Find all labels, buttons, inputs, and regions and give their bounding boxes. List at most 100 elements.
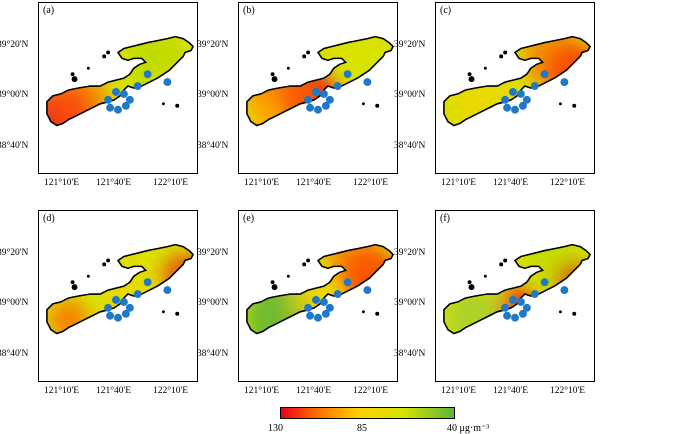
monitoring-station — [319, 297, 328, 306]
island — [161, 310, 165, 314]
monitoring-station — [121, 101, 130, 110]
map-svg — [443, 35, 592, 127]
longitude-tick-label: 121°10'E — [44, 178, 80, 188]
monitoring-station — [363, 78, 372, 87]
monitoring-station — [163, 286, 172, 295]
latitude-tick-label: 39°20'N — [0, 248, 29, 258]
island — [468, 76, 475, 83]
latitude-tick-label: 38°40'N — [394, 349, 426, 359]
longitude-tick-label: 121°10'E — [441, 178, 477, 188]
coastline — [246, 35, 395, 127]
island — [361, 310, 365, 314]
monitoring-station — [106, 311, 115, 320]
monitoring-station — [112, 296, 120, 304]
monitoring-station — [143, 278, 152, 287]
monitoring-station — [530, 82, 539, 90]
longitude-tick-label: 121°40'E — [96, 178, 132, 188]
island — [86, 66, 90, 70]
island — [499, 262, 504, 267]
island — [503, 258, 508, 263]
panel-label: (a) — [43, 5, 55, 16]
longitude-tick-label: 121°40'E — [493, 386, 529, 396]
monitoring-station — [163, 78, 172, 87]
concentration-field — [443, 244, 591, 334]
monitoring-station — [516, 297, 525, 306]
island — [70, 280, 75, 285]
island — [483, 66, 487, 70]
concentration-field — [246, 244, 394, 334]
island — [306, 50, 311, 55]
monitoring-station — [106, 103, 115, 112]
island — [271, 76, 278, 83]
island — [102, 54, 107, 59]
island — [375, 311, 380, 316]
monitoring-station — [312, 88, 320, 96]
island — [106, 258, 111, 263]
monitoring-station — [112, 88, 120, 96]
island — [70, 72, 75, 77]
map-svg — [246, 243, 395, 335]
latitude-tick-label: 39°20'N — [197, 40, 229, 50]
island — [558, 310, 562, 314]
longitude-tick-label: 122°10'E — [353, 178, 389, 188]
monitoring-station — [119, 297, 128, 306]
monitoring-station — [509, 296, 517, 304]
panel-label: (b) — [243, 5, 255, 16]
map-panel: (c) — [435, 2, 595, 174]
monitoring-station — [333, 290, 342, 298]
coastline — [46, 243, 195, 335]
longitude-tick-label: 121°10'E — [44, 386, 80, 396]
coastline — [443, 243, 592, 335]
island — [499, 54, 504, 59]
map-panel: (a) — [38, 2, 198, 174]
latitude-tick-label: 39°00'N — [394, 298, 426, 308]
concentration-hotspot — [48, 72, 109, 126]
longitude-tick-label: 121°10'E — [441, 386, 477, 396]
island — [102, 262, 107, 267]
monitoring-station — [114, 105, 122, 114]
island — [361, 102, 365, 106]
longitude-tick-label: 121°10'E — [244, 386, 280, 396]
coastline — [443, 35, 592, 127]
monitoring-station — [522, 95, 531, 104]
monitoring-station — [343, 278, 352, 287]
longitude-tick-label: 121°40'E — [493, 178, 529, 188]
monitoring-station — [540, 278, 549, 287]
monitoring-station — [511, 105, 519, 114]
map-panel: (d) — [38, 210, 198, 382]
island — [467, 72, 472, 77]
latitude-tick-label: 39°20'N — [0, 40, 29, 50]
concentration-hotspot — [246, 96, 284, 126]
coastline — [46, 35, 195, 127]
latitude-tick-label: 38°40'N — [394, 141, 426, 151]
monitoring-station — [312, 296, 320, 304]
map-svg — [46, 243, 195, 335]
latitude-tick-label: 39°20'N — [394, 248, 426, 258]
map-svg — [246, 35, 395, 127]
monitoring-station — [511, 313, 519, 322]
concentration-field — [443, 36, 591, 126]
monitoring-station — [530, 290, 539, 298]
concentration-hotspot — [48, 299, 89, 334]
longitude-tick-label: 121°40'E — [296, 178, 332, 188]
island — [106, 50, 111, 55]
island — [271, 284, 278, 291]
island — [175, 311, 180, 316]
map-panel: (e) — [238, 210, 398, 382]
longitude-tick-label: 122°10'E — [353, 386, 389, 396]
monitoring-station — [503, 311, 512, 320]
island — [483, 274, 487, 278]
latitude-tick-label: 39°00'N — [394, 90, 426, 100]
longitude-tick-label: 121°40'E — [96, 386, 132, 396]
island — [270, 72, 275, 77]
monitoring-station — [343, 70, 352, 79]
longitude-tick-label: 121°10'E — [244, 178, 280, 188]
longitude-tick-label: 122°10'E — [550, 178, 586, 188]
monitoring-station — [321, 101, 330, 110]
map-svg — [46, 35, 195, 127]
latitude-tick-label: 38°40'N — [197, 349, 229, 359]
island — [161, 102, 165, 106]
island — [306, 258, 311, 263]
colorbar-max-label: 40 μg·m⁻³ — [447, 423, 490, 434]
monitoring-station — [143, 70, 152, 79]
